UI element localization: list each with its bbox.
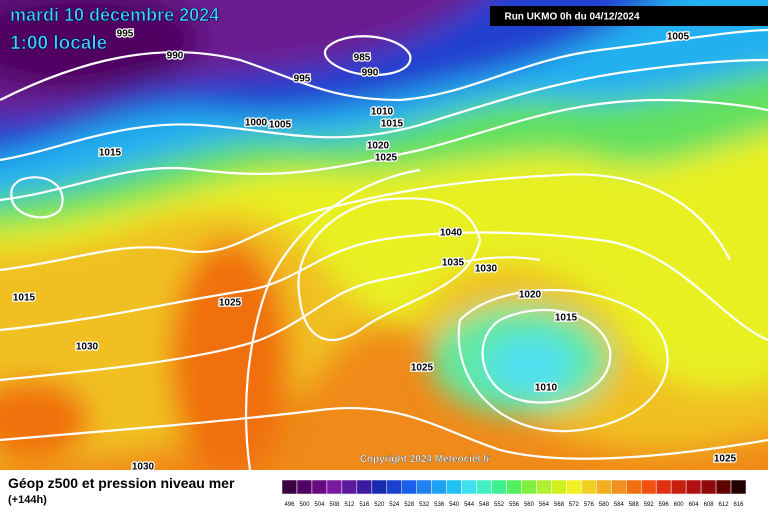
footer-title: Géop z500 et pression niveau mer bbox=[8, 475, 235, 491]
scale-swatch bbox=[700, 479, 717, 495]
isobar-label: 1040 bbox=[440, 228, 463, 239]
scale-label: 576 bbox=[584, 502, 595, 508]
isobar-label: 995 bbox=[294, 74, 311, 85]
scale-swatch bbox=[611, 479, 627, 495]
isobar-label: 1000 bbox=[245, 118, 268, 129]
isobar-label: 1025 bbox=[714, 454, 737, 465]
scale-swatch bbox=[581, 479, 597, 495]
map-time: 1:00 locale bbox=[10, 33, 107, 54]
map-date: mardi 10 décembre 2024 bbox=[10, 5, 219, 25]
copyright: Copyright 2024 Meteociel.fr bbox=[360, 454, 491, 465]
scale-label: 508 bbox=[329, 502, 340, 508]
isobar-label: 1030 bbox=[132, 462, 155, 473]
scale-swatch bbox=[431, 479, 447, 495]
isobar-label: 1005 bbox=[667, 32, 690, 43]
scale-label: 612 bbox=[719, 502, 730, 508]
isobar-label: 1030 bbox=[76, 342, 99, 353]
scale-swatch bbox=[476, 479, 492, 495]
isobar-label: 985 bbox=[354, 53, 371, 64]
scale-label: 608 bbox=[704, 502, 715, 508]
scale-label: 596 bbox=[659, 502, 670, 508]
isobar-label: 995 bbox=[117, 29, 134, 40]
scale-swatch bbox=[326, 479, 343, 495]
scale-swatch bbox=[685, 479, 702, 495]
scale-label: 588 bbox=[629, 502, 640, 508]
scale-label: 532 bbox=[419, 502, 430, 508]
scale-swatch bbox=[655, 479, 672, 495]
isobars bbox=[0, 28, 768, 470]
run-banner bbox=[490, 6, 768, 26]
isobar-label: 1025 bbox=[375, 153, 398, 164]
scale-label: 564 bbox=[539, 502, 550, 508]
scale-label: 520 bbox=[374, 502, 385, 508]
isobar-label: 1010 bbox=[371, 107, 394, 118]
color-scale: 496 500 504 508 512 516 520 524 528 532 536 540 544 5… bbox=[281, 479, 747, 508]
scale-label: 540 bbox=[449, 502, 460, 508]
footer-subtitle: (+144h) bbox=[8, 494, 47, 506]
scale-swatch bbox=[296, 479, 313, 495]
scale-swatch bbox=[401, 479, 417, 495]
scale-swatch bbox=[461, 479, 477, 495]
scale-label: 544 bbox=[464, 502, 475, 508]
isobar-label: 990 bbox=[167, 51, 184, 62]
scale-label: 604 bbox=[689, 502, 700, 508]
isobar-label: 1020 bbox=[367, 141, 390, 152]
isobar-label: 990 bbox=[362, 68, 379, 79]
scale-swatch bbox=[446, 479, 462, 495]
isobar-label: 1025 bbox=[219, 298, 242, 309]
scale-swatch bbox=[566, 479, 582, 495]
isobar-label: 1015 bbox=[99, 148, 122, 159]
scale-label: 552 bbox=[494, 502, 505, 508]
isobar-label: 1015 bbox=[555, 313, 578, 324]
scale-swatch bbox=[730, 479, 747, 495]
scale-label: 528 bbox=[404, 502, 415, 508]
isobar-label: 1020 bbox=[519, 290, 542, 301]
isobar-label: 1015 bbox=[13, 293, 36, 304]
scale-swatch bbox=[670, 479, 687, 495]
scale-label: 580 bbox=[599, 502, 610, 508]
scale-swatch bbox=[386, 479, 402, 495]
scale-label: 584 bbox=[614, 502, 625, 508]
scale-label: 500 bbox=[299, 502, 310, 508]
isobar-label: 1010 bbox=[535, 383, 558, 394]
run-info: Run UKMO 0h du 04/12/2024 bbox=[504, 12, 639, 23]
isobar-label: 1015 bbox=[381, 119, 404, 130]
scale-swatch bbox=[551, 479, 567, 495]
scale-swatch bbox=[371, 479, 388, 495]
scale-swatch bbox=[416, 479, 432, 495]
scale-swatch bbox=[341, 479, 358, 495]
isobar-label: 1005 bbox=[269, 120, 292, 131]
scale-label: 560 bbox=[524, 502, 535, 508]
scale-label: 556 bbox=[509, 502, 520, 508]
scale-label: 592 bbox=[644, 502, 655, 508]
scale-swatch bbox=[521, 479, 537, 495]
scale-label: 548 bbox=[479, 502, 490, 508]
scale-label: 536 bbox=[434, 502, 445, 508]
scale-swatch bbox=[506, 479, 522, 495]
scale-label: 504 bbox=[314, 502, 325, 508]
scale-swatch bbox=[640, 479, 657, 495]
scale-label: 600 bbox=[674, 502, 685, 508]
scale-label: 524 bbox=[389, 502, 400, 508]
scale-swatch bbox=[626, 479, 642, 495]
scale-swatch bbox=[715, 479, 732, 495]
scale-label: 496 bbox=[284, 502, 295, 508]
scale-swatch bbox=[536, 479, 552, 495]
isobar-label: 1030 bbox=[475, 264, 498, 275]
scale-swatch bbox=[311, 479, 328, 495]
scale-swatch bbox=[491, 479, 507, 495]
scale-swatch bbox=[281, 479, 298, 495]
scale-label: 568 bbox=[554, 502, 565, 508]
scale-swatch bbox=[356, 479, 373, 495]
scale-label: 572 bbox=[569, 502, 580, 508]
isobar-label: 1035 bbox=[442, 258, 465, 269]
scale-swatch bbox=[596, 479, 612, 495]
scale-label: 512 bbox=[344, 502, 355, 508]
scale-label: 516 bbox=[359, 502, 370, 508]
scale-label: 616 bbox=[734, 502, 745, 508]
isobar-label: 1025 bbox=[411, 363, 434, 374]
